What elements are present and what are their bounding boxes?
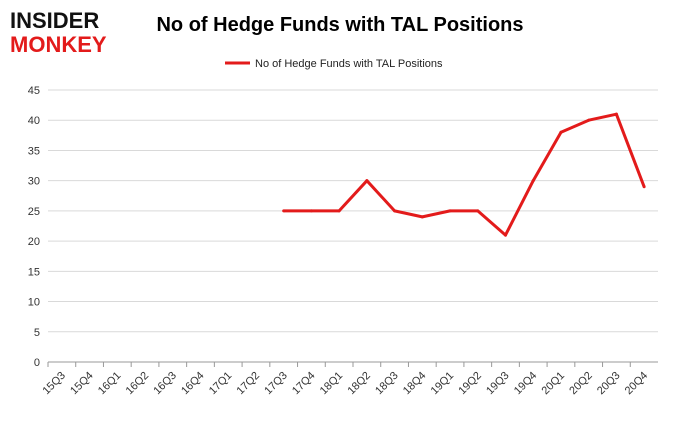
data-point <box>559 130 563 134</box>
x-tick-label: 18Q1 <box>318 370 346 398</box>
data-point <box>365 179 369 183</box>
x-tick-label: 16Q3 <box>151 370 179 398</box>
x-tick-label: 19Q4 <box>512 370 540 398</box>
x-tick-label: 17Q1 <box>207 370 235 398</box>
x-tick-label: 15Q4 <box>68 370 96 398</box>
x-tick-label: 17Q2 <box>235 370 263 398</box>
x-tick-label: 16Q1 <box>96 370 124 398</box>
data-point <box>504 233 507 237</box>
grid <box>48 89 658 363</box>
logo-line-1: INSIDER <box>10 8 99 33</box>
y-tick-label: 15 <box>28 266 40 278</box>
x-tick-label: 20Q4 <box>623 370 651 398</box>
data-point <box>393 209 397 213</box>
x-tick-label: 19Q3 <box>484 370 512 398</box>
x-tick-label: 18Q3 <box>373 370 401 398</box>
x-tick-label: 16Q4 <box>179 370 207 398</box>
y-tick-label: 25 <box>28 206 40 218</box>
x-tick-label: 18Q2 <box>345 370 373 398</box>
legend-label: No of Hedge Funds with TAL Positions <box>255 58 443 70</box>
x-tick-label: 16Q2 <box>124 370 152 398</box>
y-tick-label: 20 <box>28 236 40 248</box>
x-tick-label: 20Q3 <box>595 370 623 398</box>
data-point <box>282 209 286 213</box>
y-tick-label: 45 <box>28 85 40 97</box>
x-axis: 15Q3 15Q4 16Q1 16Q2 16Q3 16Q4 17Q1 17Q2 17Q3 17Q4… <box>40 362 650 397</box>
data-point <box>337 209 341 213</box>
x-tick-label: 15Q3 <box>40 370 68 398</box>
series-group <box>282 112 646 237</box>
data-point <box>448 209 452 213</box>
y-tick-label: 40 <box>28 115 40 127</box>
logo-line-2: MONKEY <box>10 32 107 57</box>
data-point <box>476 209 480 213</box>
y-axis: 0 5 10 15 20 25 30 35 40 45 <box>28 85 40 369</box>
y-tick-label: 30 <box>28 176 40 188</box>
legend: No of Hedge Funds with TAL Positions <box>225 58 443 70</box>
data-point <box>642 185 646 189</box>
x-tick-label: 19Q2 <box>456 370 484 398</box>
data-point <box>531 179 535 183</box>
series-line <box>283 112 646 237</box>
y-tick-label: 10 <box>28 297 40 309</box>
x-tick-label: 17Q3 <box>262 370 290 398</box>
x-tick-label: 17Q4 <box>290 370 318 398</box>
x-tick-label: 20Q1 <box>540 370 568 398</box>
x-tick-label: 20Q2 <box>567 370 595 398</box>
data-point <box>614 112 618 116</box>
x-tick-label: 19Q1 <box>429 370 457 398</box>
y-tick-label: 0 <box>34 357 40 369</box>
data-point <box>587 118 591 122</box>
insider-monkey-logo: INSIDER MONKEY <box>10 8 107 57</box>
data-point <box>309 209 313 213</box>
y-tick-label: 5 <box>34 327 40 339</box>
y-tick-label: 35 <box>28 145 40 157</box>
x-tick-label: 18Q4 <box>401 370 429 398</box>
chart-title: No of Hedge Funds with TAL Positions <box>156 14 524 36</box>
data-point <box>420 215 424 219</box>
